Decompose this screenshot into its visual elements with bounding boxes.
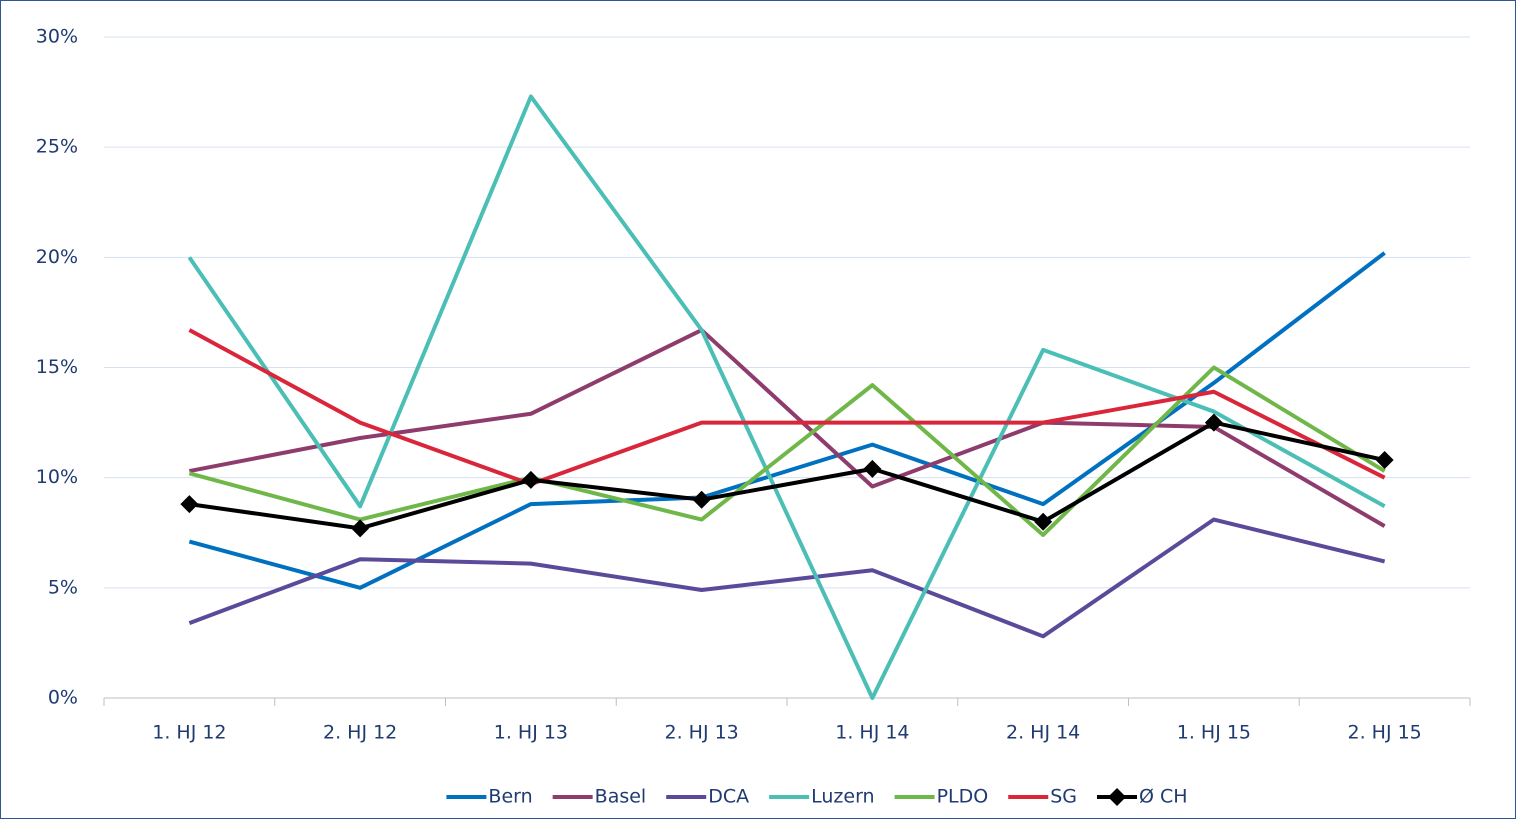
series-line — [189, 420, 1386, 531]
legend-label: Bern — [488, 786, 532, 808]
legend-marker — [1108, 788, 1127, 806]
data-point — [863, 459, 882, 478]
y-tick-label: 25% — [36, 136, 78, 158]
x-tick-label: 1. HJ 12 — [152, 722, 226, 744]
x-tick-label: 2. HJ 15 — [1347, 722, 1421, 744]
y-tick-label: 20% — [36, 246, 78, 268]
legend-label: DCA — [708, 786, 749, 808]
series-line — [188, 328, 1386, 487]
x-tick-label: 2. HJ 12 — [323, 722, 397, 744]
legend-label: Luzern — [811, 786, 874, 808]
x-tick-label: 1. HJ 13 — [494, 722, 568, 744]
data-point — [692, 490, 711, 509]
data-point — [1375, 451, 1394, 470]
data-point — [180, 495, 199, 514]
x-tick-label: 1. HJ 15 — [1177, 722, 1251, 744]
data-point — [1034, 512, 1053, 531]
series-line — [188, 517, 1386, 639]
y-tick-label: 15% — [36, 356, 78, 378]
x-tick-label: 2. HJ 14 — [1006, 722, 1080, 744]
y-tick-label: 0% — [48, 687, 78, 709]
legend-label: Basel — [595, 786, 647, 808]
y-tick-label: 30% — [36, 26, 78, 48]
legend-label: SG — [1050, 786, 1077, 808]
legend-label: PLDO — [937, 786, 989, 808]
data-point — [521, 470, 540, 489]
y-tick-label: 10% — [36, 466, 78, 488]
data-point — [1204, 413, 1223, 432]
x-tick-label: 1. HJ 14 — [835, 722, 909, 744]
y-tick-label: 5% — [48, 576, 78, 598]
legend: Bern Basel DCA Luzern PLDO SG Ø CH — [446, 786, 1188, 808]
data-point — [351, 519, 370, 538]
x-tick-label: 2. HJ 13 — [664, 722, 738, 744]
legend-label: Ø CH — [1139, 786, 1188, 808]
series-line — [187, 94, 1386, 700]
